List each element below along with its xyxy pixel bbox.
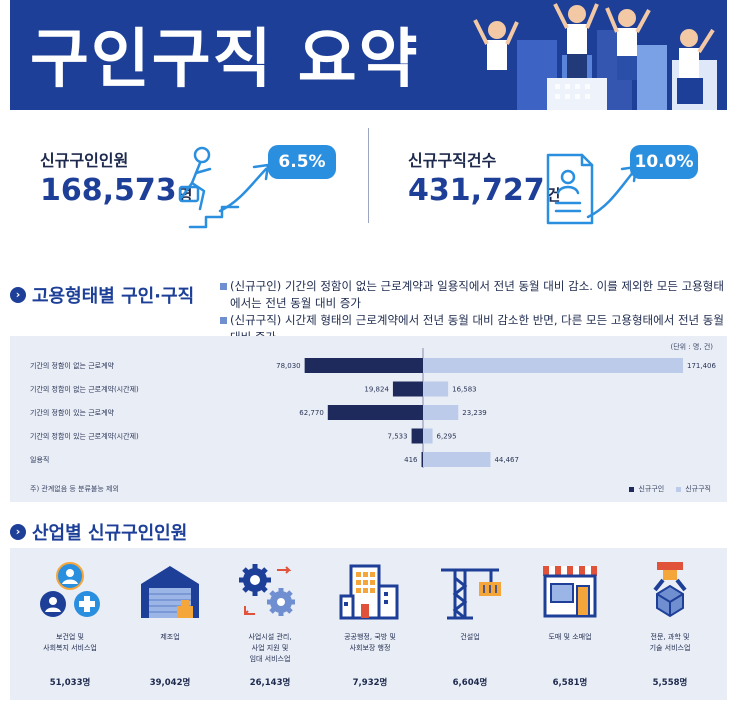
bar-value-label: 7,533 (388, 433, 408, 441)
bar-job-openings (411, 428, 423, 444)
section-notes: (신규구인) 기간의 정함이 없는 근로계약과 일용직에서 전년 동월 대비 감… (220, 278, 730, 346)
industry-name: 공공행정, 국방 및 사회보장 행정 (344, 633, 396, 652)
industry-value: 51,033명 (49, 678, 91, 688)
industry-name: 사업시설 관리, 사업 지원 및 임대 서비스업 (248, 633, 292, 663)
industry-item: 사업시설 관리, 사업 지원 및 임대 서비스업 26,143명 (220, 548, 320, 700)
section-heading-industry: › 산업별 신규구인인원 (10, 519, 187, 545)
industry-item: 제조업 39,042명 (120, 548, 220, 700)
gears-icon (239, 564, 295, 616)
industry-name: 제조업 (160, 633, 180, 641)
bar-job-applications (423, 428, 433, 444)
kpi-unit: 명 (178, 186, 193, 204)
bar-value-label: 171,406 (687, 362, 716, 370)
note-item: (신규구인) 기간의 정함이 없는 근로계약과 일용직에서 전년 동월 대비 감… (220, 278, 730, 312)
bar-value-label: 416 (404, 456, 418, 464)
category-label: 기간의 정함이 있는 근로계약 (30, 408, 115, 417)
bar-job-openings (392, 381, 423, 397)
kpi-value: 431,727 건 (408, 173, 560, 208)
industry-value: 26,143명 (249, 678, 291, 688)
chart-legend: 신규구인 신규구직 (629, 484, 711, 494)
kpi-value-number: 431,727 (408, 173, 545, 208)
bar-job-openings (304, 358, 423, 373)
bar-job-openings (421, 452, 423, 467)
kpi-unit: 건 (546, 186, 561, 204)
legend-label: 신규구직 (685, 485, 711, 493)
industry-value: 39,042명 (149, 678, 191, 688)
kpi-divider (368, 128, 369, 223)
industry-name: 도매 및 소매업 (548, 633, 592, 641)
bar-job-applications (423, 358, 683, 373)
industry-value: 5,558명 (652, 678, 688, 688)
bar-chart-svg: 기간의 정함이 없는 근로계약 78,030 171,406 기간의 정함이 없는 근… (30, 348, 716, 468)
chart-footnote: 주) 관계없음 등 분류불능 제외 (30, 485, 119, 493)
factory-warehouse-icon (141, 566, 199, 618)
industry-name: 건설업 (460, 633, 480, 641)
industry-panel: 보건업 및 사회복지 서비스업 51,033명 제조업 39,042명 사업시설… (10, 548, 727, 700)
legend-item: 신규구인 (629, 484, 664, 494)
bar-value-label: 16,583 (452, 386, 477, 394)
legend-swatch (676, 486, 682, 492)
kpi-value: 168,573 명 (40, 173, 192, 208)
section-title: 산업별 신규구인인원 (32, 523, 188, 544)
bar-value-label: 62,770 (299, 409, 324, 417)
kpi-new-job-openings: 신규구인인원 168,573 명 6.5% (40, 125, 360, 235)
robot-arm-icon (653, 562, 687, 618)
bar-job-applications (423, 405, 459, 420)
kpi-value-number: 168,573 (40, 173, 177, 208)
climbing-person-arrow-icon (178, 146, 270, 229)
category-label: 일용직 (30, 455, 49, 464)
legend-item: 신규구직 (676, 484, 711, 494)
industry-item: 공공행정, 국방 및 사회보장 행정 7,932명 (320, 548, 420, 700)
bar-value-label: 6,295 (437, 433, 457, 441)
bar-value-label: 44,467 (494, 456, 519, 464)
industry-name: 전문, 과학 및 기술 서비스업 (649, 633, 691, 652)
industry-item: 전문, 과학 및 기술 서비스업 5,558명 (620, 548, 720, 700)
header-banner: 구인구직 요약 (10, 0, 727, 110)
kpi-label: 신규구인인원 (40, 151, 129, 170)
category-label: 기간의 정함이 없는 근로계약 (30, 361, 115, 370)
page-title: 구인구직 요약 (30, 23, 420, 97)
bar-job-applications (423, 381, 449, 397)
kpi-new-job-applications: 신규구직건수 431,727 건 10.0% (408, 125, 728, 235)
unit-note: (단위 : 명, 건) (670, 343, 713, 351)
industry-value: 6,581명 (552, 678, 588, 688)
section-title: 고용형태별 구인·구직 (32, 286, 195, 307)
category-label: 기간의 정함이 없는 근로계약(시간제) (30, 385, 139, 394)
employment-chart: (단위 : 명, 건) 기간의 정함이 없는 근로계약 78,030 171,406… (10, 336, 727, 502)
industry-item: 건설업 6,604명 (420, 548, 520, 700)
chevron-circle-icon: › (10, 287, 26, 303)
chevron-circle-icon: › (10, 524, 26, 540)
crane-icon (441, 568, 501, 620)
industry-item: 보건업 및 사회복지 서비스업 51,033명 (20, 548, 120, 700)
kpi-change-badge: 6.5% (268, 145, 336, 179)
store-icon (543, 566, 597, 618)
bar-value-label: 78,030 (276, 362, 301, 370)
industry-item: 도매 및 소매업 6,581명 (520, 548, 620, 700)
bar-value-label: 19,824 (364, 386, 389, 394)
kpi-label: 신규구직건수 (408, 151, 497, 170)
legend-label: 신규구인 (638, 485, 665, 493)
industry-value: 7,932명 (352, 678, 388, 688)
industry-value: 6,604명 (452, 678, 488, 688)
bar-value-label: 23,239 (462, 409, 487, 417)
bar-job-applications (423, 452, 491, 467)
section-heading-employment: › 고용형태별 구인·구직 (10, 282, 194, 308)
bar-job-openings (327, 405, 423, 420)
legend-swatch (629, 486, 635, 492)
industry-name: 보건업 및 사회복지 서비스업 (43, 633, 97, 652)
category-label: 기간의 정함이 있는 근로계약(시간제) (30, 432, 139, 441)
healthcare-people-icon (40, 562, 100, 617)
kpi-change-badge: 10.0% (630, 145, 698, 179)
public-building-icon (339, 564, 399, 620)
celebrating-people-illustration (473, 3, 717, 110)
